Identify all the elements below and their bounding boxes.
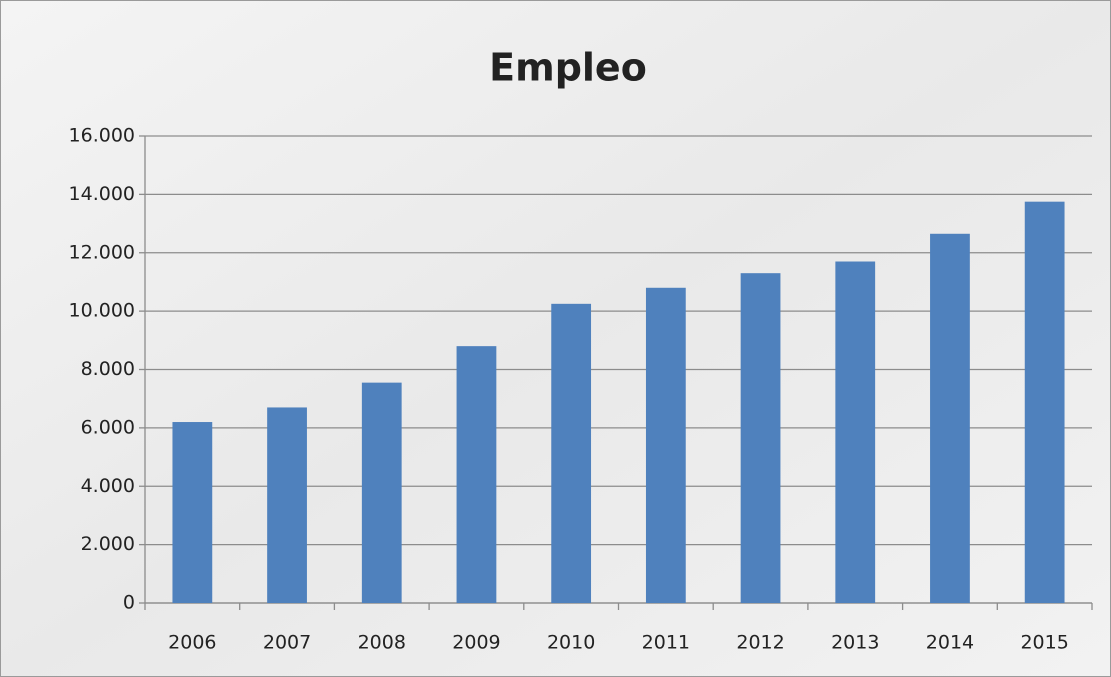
- x-tick-label: 2013: [831, 632, 879, 654]
- bar: [267, 407, 307, 603]
- x-tick-label: 2012: [736, 632, 784, 654]
- y-tick-label: 2.000: [81, 533, 135, 555]
- y-tick-label: 0: [123, 592, 135, 614]
- x-tick-label: 2011: [642, 632, 690, 654]
- bar: [835, 261, 876, 603]
- bar: [172, 422, 213, 603]
- y-tick-label: 8.000: [81, 358, 135, 380]
- x-tick-label: 2015: [1020, 632, 1068, 654]
- bar: [456, 346, 497, 603]
- y-tick-label: 16.000: [69, 125, 135, 147]
- bar: [361, 382, 402, 603]
- x-tick-label: 2014: [926, 632, 974, 654]
- y-tick-label: 6.000: [81, 416, 135, 438]
- x-tick-label: 2006: [168, 632, 216, 654]
- x-tick-label: 2007: [263, 632, 311, 654]
- x-tick-label: 2008: [358, 632, 406, 654]
- x-tick-label: 2009: [452, 632, 500, 654]
- chart-title: Empleo: [489, 46, 647, 90]
- bar: [1024, 201, 1065, 603]
- x-tick-label: 2010: [547, 632, 595, 654]
- bar: [551, 303, 592, 603]
- y-tick-label: 12.000: [69, 241, 135, 263]
- bar: [645, 287, 686, 603]
- y-tick-label: 14.000: [69, 183, 135, 205]
- bar: [740, 273, 781, 603]
- bar: [930, 233, 970, 603]
- y-tick-label: 4.000: [81, 475, 135, 497]
- y-tick-label: 10.000: [69, 300, 135, 322]
